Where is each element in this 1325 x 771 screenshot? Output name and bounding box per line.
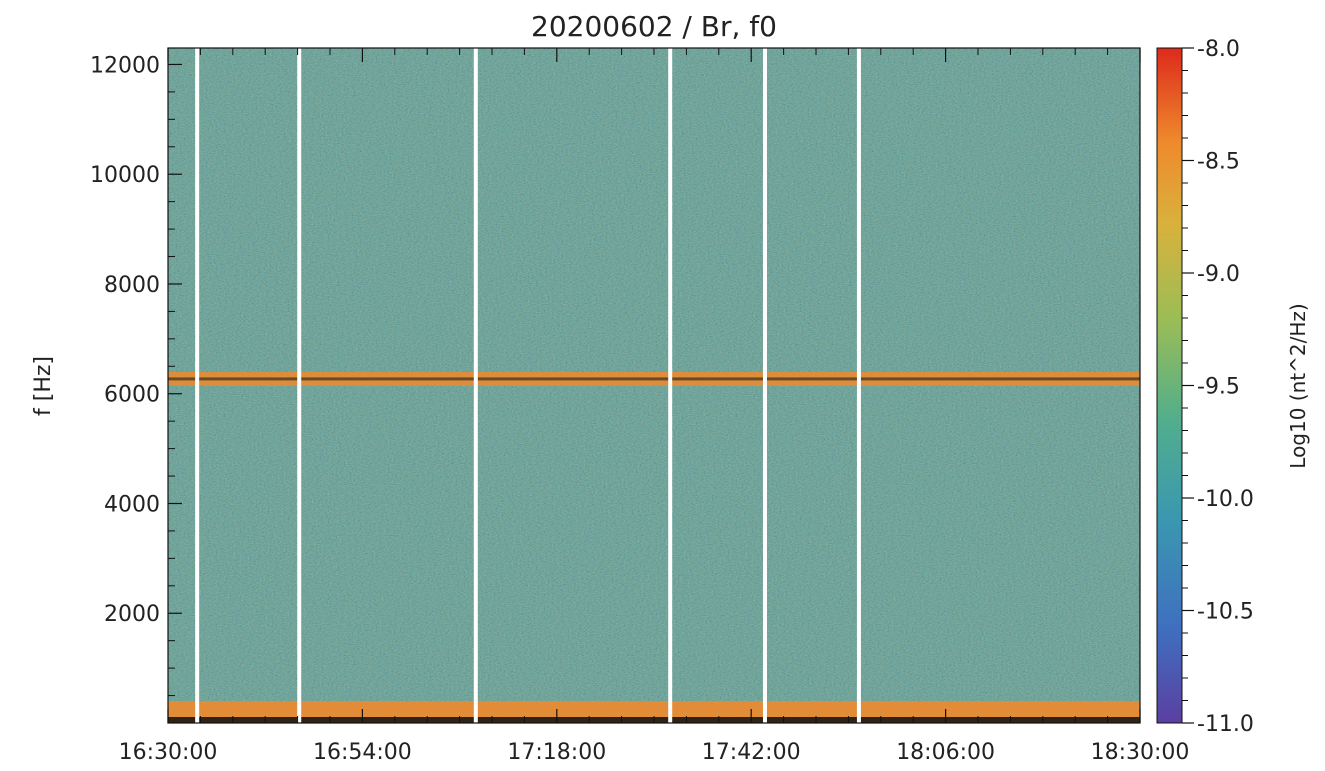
colorbar-ticks: -8.0 -8.5 -9.0 -9.5 -10.0 -10.5 -11.0: [1182, 37, 1254, 737]
x-tick-label: 17:42:00: [702, 740, 801, 765]
colorbar-tick-label: -10.5: [1197, 600, 1254, 625]
data-gap-line: [297, 48, 302, 723]
plot-area: [168, 48, 1140, 723]
data-gap-line: [195, 48, 200, 723]
data-gaps: [195, 48, 861, 723]
colorbar-gradient: [1156, 47, 1183, 724]
data-gap-line: [473, 48, 478, 723]
colorbar-label: Log10 (nt^2/Hz): [1286, 303, 1310, 468]
y-tick-label: 8000: [104, 273, 160, 298]
y-tick-label: 10000: [90, 163, 160, 188]
data-gap-line: [668, 48, 673, 723]
colorbar-tick-label: -9.5: [1197, 375, 1240, 400]
colorbar-tick-label: -11.0: [1197, 712, 1254, 737]
colorbar-tick-label: -8.0: [1197, 37, 1240, 62]
y-tick-label: 12000: [90, 53, 160, 78]
x-tick-label: 18:30:00: [1091, 740, 1190, 765]
data-gap-line: [762, 48, 767, 723]
colorbar-tick-label: -8.5: [1197, 150, 1240, 175]
x-tick-label: 16:54:00: [313, 740, 412, 765]
colorbar-tick-label: -9.0: [1197, 262, 1240, 287]
x-tick-label: 16:30:00: [119, 740, 218, 765]
colorbar: -8.0 -8.5 -9.0 -9.5 -10.0 -10.5 -11.0 Log10 (n…: [1156, 37, 1310, 737]
narrowband-line-core: [168, 377, 1140, 381]
y-axis-label: f [Hz]: [31, 356, 56, 416]
y-tick-label: 2000: [104, 602, 160, 627]
y-axis-ticks: 2000 4000 6000 8000 10000 12000: [90, 53, 182, 697]
x-tick-label: 17:18:00: [507, 740, 606, 765]
chart-title: 20200602 / Br, f0: [531, 10, 777, 43]
y-tick-label: 4000: [104, 492, 160, 517]
colorbar-tick-label: -10.0: [1197, 487, 1254, 512]
x-axis-ticks: 16:30:00 16:54:00 17:18:00 17:42:00 18:06:00…: [119, 48, 1190, 765]
y-tick-label: 6000: [104, 383, 160, 408]
data-gap-line: [856, 48, 861, 723]
x-tick-label: 18:06:00: [896, 740, 995, 765]
